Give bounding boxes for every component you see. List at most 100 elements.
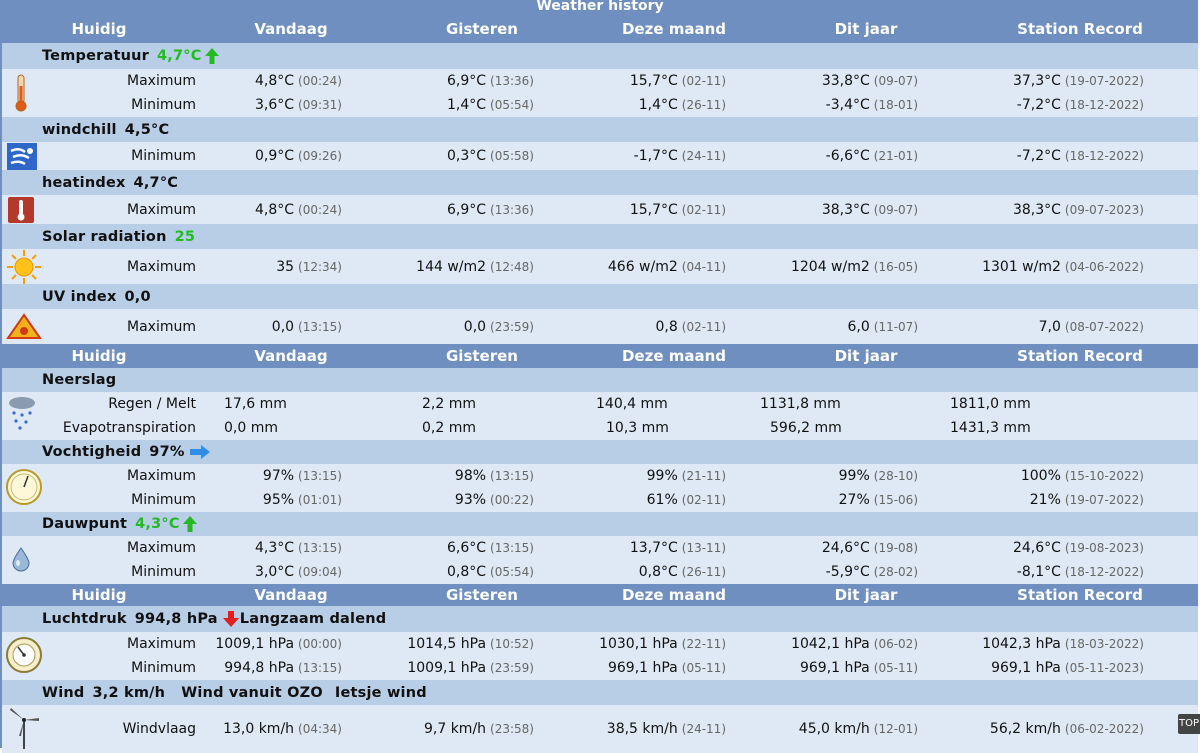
value-record: 969,1 hPa (05-11-2023) <box>991 660 1144 676</box>
dewpoint-max-row: Maximum 4,3°C (13:15) 6,6°C (13:15) 13,7°C… <box>2 536 1198 560</box>
humidity-label: Vochtigheid <box>42 444 142 460</box>
thermometer-icon <box>6 73 36 113</box>
pressure-label: Luchtdruk <box>42 611 127 627</box>
value-maand: 1030,1 hPa (22-11) <box>599 636 726 652</box>
wind-section-title: Wind 3,2 km/h Wind vanuit OZO Ietsje win… <box>2 680 1198 705</box>
value-maand: 140,4 mm <box>596 396 668 412</box>
wind-label: Wind <box>42 684 85 701</box>
wind-current: 3,2 km/h <box>92 684 166 701</box>
solar-block: Solar radiation 25 Maximum 35 (12:34) 144… <box>2 224 1198 284</box>
pressure-section-title: Luchtdruk 994,8 hPa Langzaam dalend <box>2 606 1198 632</box>
value-jaar: 596,2 mm <box>770 420 842 436</box>
windchill-current: 4,5°C <box>124 121 170 138</box>
value-maand: -1,7°C (24-11) <box>633 148 726 164</box>
col-huidig: Huidig <box>71 347 127 365</box>
value-maand: 13,7°C (13-11) <box>629 540 726 556</box>
heatindex-section-title: heatindex 4,7°C <box>2 170 1198 195</box>
value-jaar: 6,0 (11-07) <box>847 318 919 335</box>
droplet-icon <box>6 544 36 574</box>
value-jaar: 33,8°C (09-07) <box>821 73 918 89</box>
value-maand: 15,7°C (02-11) <box>629 201 726 218</box>
temperature-label: Temperatuur <box>42 48 149 64</box>
col-gisteren: Gisteren <box>446 586 518 604</box>
value-jaar: 1204 w/m2 (16-05) <box>790 258 918 275</box>
temperature-max-row: Maximum 4,8°C (00:24) 6,9°C (13:36) 15,7°C… <box>2 69 1198 93</box>
row-label: Minimum <box>131 97 196 113</box>
value-gisteren: 0,0 (23:59) <box>463 318 534 335</box>
value-maand: 1,4°C (26-11) <box>638 97 726 113</box>
rain-evapo-row: Evapotranspiration 0,0 mm 0,2 mm 10,3 mm… <box>2 416 1198 440</box>
column-header-row: Huidig Vandaag Gisteren Deze maand Dit j… <box>2 584 1198 606</box>
row-label: Regen / Melt <box>108 396 196 412</box>
value-gisteren: 1009,1 hPa (23:59) <box>407 660 534 676</box>
value-record: -8,1°C (18-12-2022) <box>1016 564 1144 580</box>
value-maand: 99% (21-11) <box>646 468 726 484</box>
arrow-up-icon <box>182 516 197 532</box>
value-jaar: 38,3°C (09-07) <box>821 201 918 218</box>
row-label: Windvlaag <box>122 721 196 737</box>
pressure-current: 994,8 hPa <box>134 611 218 627</box>
rain-label: Neerslag <box>42 372 117 388</box>
uv-icon <box>6 311 42 341</box>
rain-regen-row: Regen / Melt 17,6 mm 2,2 mm 140,4 mm 113… <box>2 392 1198 416</box>
column-header-row: Huidig Vandaag Gisteren Deze maand Dit j… <box>2 14 1198 43</box>
wind-description: Ietsje wind <box>334 684 427 701</box>
value-record: 7,0 (08-07-2022) <box>1038 318 1144 335</box>
value-gisteren: 1014,5 hPa (10:52) <box>407 636 534 652</box>
temperature-block: Temperatuur 4,7°C Maximum 4,8°C (00:24) 6… <box>2 43 1198 117</box>
value-vandaag: 17,6 mm <box>224 396 287 412</box>
row-label: Minimum <box>131 492 196 508</box>
value-jaar: 1042,1 hPa (06-02) <box>791 636 918 652</box>
windchill-block: windchill 4,5°C Minimum 0,9°C (09:26) 0,3… <box>2 117 1198 171</box>
col-dit-jaar: Dit jaar <box>834 19 898 38</box>
value-gisteren: 0,3°C (05:58) <box>447 148 534 164</box>
value-jaar: 27% (15-06) <box>838 492 918 508</box>
value-record: 1811,0 mm <box>950 396 1031 412</box>
col-dit-jaar: Dit jaar <box>834 347 898 365</box>
windchill-section-title: windchill 4,5°C <box>2 117 1198 142</box>
value-vandaag: 0,9°C (09:26) <box>255 148 342 164</box>
windchill-label: windchill <box>42 121 117 138</box>
value-record: 100% (15-10-2022) <box>1020 468 1144 484</box>
value-maand: 0,8°C (26-11) <box>638 564 726 580</box>
col-station-record: Station Record <box>1017 19 1143 38</box>
value-vandaag: 13,0 km/h (04:34) <box>223 721 342 737</box>
value-maand: 0,8 (02-11) <box>655 318 727 335</box>
scroll-top-button[interactable]: TOP <box>1178 714 1200 734</box>
value-vandaag: 0,0 mm <box>224 420 278 436</box>
temperature-section-title: Temperatuur 4,7°C <box>2 43 1198 69</box>
solar-current: 25 <box>174 228 196 245</box>
pressure-max-row: Maximum 1009,1 hPa (00:00) 1014,5 hPa (10:… <box>2 632 1198 656</box>
uv-max-row: Maximum 0,0 (13:15) 0,0 (23:59) 0,8 (02-11)… <box>2 309 1198 344</box>
column-header-row: Huidig Vandaag Gisteren Deze maand Dit j… <box>2 344 1198 368</box>
dewpoint-current: 4,3°C <box>135 516 180 532</box>
value-gisteren: 144 w/m2 (12:48) <box>416 258 534 275</box>
page-title: Weather history <box>2 0 1198 14</box>
solar-max-row: Maximum 35 (12:34) 144 w/m2 (12:48) 466 w/… <box>2 249 1198 284</box>
col-gisteren: Gisteren <box>446 19 518 38</box>
value-vandaag: 0,0 (13:15) <box>271 318 342 335</box>
windchill-min-row: Minimum 0,9°C (09:26) 0,3°C (05:58) -1,7°C… <box>2 142 1198 170</box>
uv-block: UV index 0,0 Maximum 0,0 (13:15) 0,0 (23:5… <box>2 284 1198 344</box>
barometer-icon <box>6 635 42 675</box>
value-record: 1301 w/m2 (04-06-2022) <box>982 258 1144 275</box>
row-label: Maximum <box>127 258 196 275</box>
col-vandaag: Vandaag <box>254 347 328 365</box>
arrow-down-icon <box>222 611 239 627</box>
col-gisteren: Gisteren <box>446 347 518 365</box>
windmill-icon <box>6 705 42 751</box>
wind-block: Wind 3,2 km/h Wind vanuit OZO Ietsje win… <box>2 680 1198 753</box>
temperature-min-row: Minimum 3,6°C (09:31) 1,4°C (05:54) 1,4°C(… <box>2 93 1198 117</box>
value-gisteren: 2,2 mm <box>422 396 476 412</box>
value-vandaag: 97% (13:15) <box>262 468 342 484</box>
value-maand: 466 w/m2 (04-11) <box>607 258 726 275</box>
value-record: 37,3°C (19-07-2022) <box>1012 73 1144 89</box>
temperature-current: 4,7°C <box>157 48 202 64</box>
value-gisteren: 6,6°C (13:15) <box>447 540 534 556</box>
value-maand: 15,7°C (02-11) <box>629 73 726 89</box>
value-vandaag: 3,6°C (09:31) <box>255 97 342 113</box>
pressure-trend: Langzaam dalend <box>239 611 387 627</box>
value-gisteren: 0,8°C (05:54) <box>447 564 534 580</box>
heatindex-current: 4,7°C <box>133 174 179 191</box>
value-maand: 61% (02-11) <box>646 492 726 508</box>
